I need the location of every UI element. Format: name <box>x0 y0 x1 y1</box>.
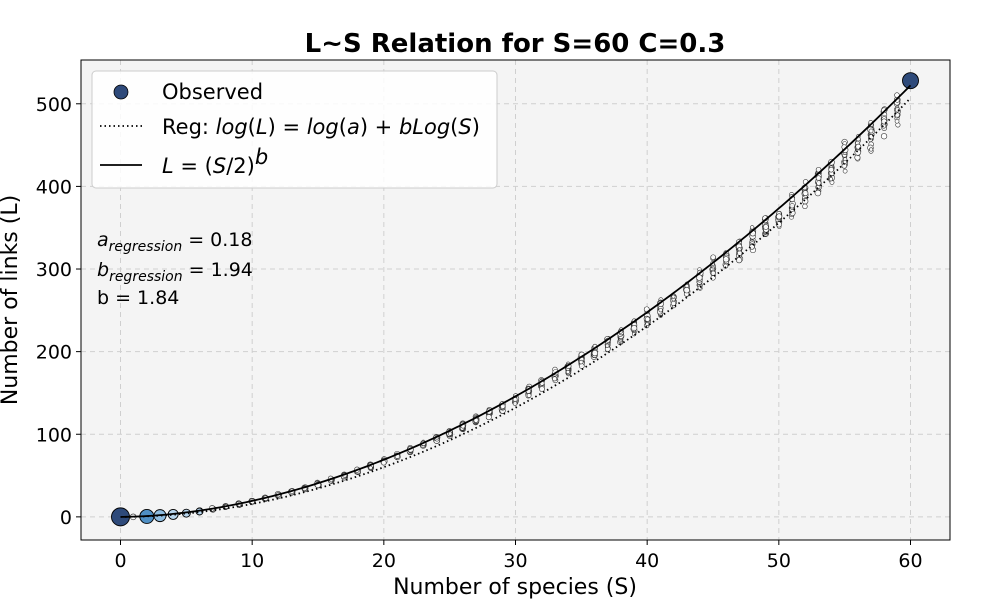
x-tick-label: 0 <box>114 550 126 572</box>
observed-point <box>644 316 651 322</box>
y-tick-label: 500 <box>36 94 72 116</box>
observed-point <box>842 168 848 174</box>
observed-point <box>894 118 900 124</box>
observed-point <box>539 386 545 392</box>
observed-point <box>828 166 834 173</box>
legend-label-observed: Observed <box>162 80 263 104</box>
observed-point <box>578 363 585 369</box>
observed-point <box>658 307 663 313</box>
observed-point <box>775 221 782 228</box>
x-tick-label: 40 <box>635 550 659 572</box>
y-tick-label: 200 <box>36 342 72 364</box>
observed-point <box>552 376 558 382</box>
observed-point <box>631 324 638 332</box>
observed-point <box>802 190 809 197</box>
observed-point <box>696 274 703 281</box>
observed-point <box>801 198 809 205</box>
x-tick-label: 10 <box>240 550 264 572</box>
observed-point <box>737 247 742 252</box>
y-axis-label: Number of links (L) <box>0 195 23 405</box>
observed-point <box>448 431 453 436</box>
legend: Observed Reg: log(L) = log(a) + bLog(S) … <box>91 70 498 189</box>
observed-point <box>815 175 822 181</box>
legend-marker-observed <box>113 84 129 100</box>
annotation-b-regression: bregression = 1.94 <box>97 259 253 285</box>
observed-point <box>645 321 650 326</box>
observed-point <box>750 225 755 230</box>
axis-ticks: 0 10 20 30 40 50 60 0 100 200 300 400 500 <box>36 94 923 572</box>
observed-point <box>368 465 373 470</box>
legend-label-power: L = (S/2)b <box>162 145 268 178</box>
annotations: aregression = 0.18 bregression = 1.94 b = … <box>97 229 253 309</box>
observed-point <box>737 250 743 256</box>
observed-point <box>789 203 795 209</box>
y-tick-label: 300 <box>36 259 72 281</box>
annotation-b: b = 1.84 <box>97 287 179 309</box>
fit-lines <box>120 84 912 518</box>
observed-point <box>671 294 676 299</box>
observed-point <box>776 213 783 220</box>
legend-box <box>91 70 498 189</box>
power-law-line <box>120 84 912 518</box>
x-tick-label: 50 <box>767 550 791 572</box>
observed-point <box>579 359 584 365</box>
observed-point <box>736 257 743 264</box>
legend-label-regression: Reg: log(L) = log(a) + bLog(S) <box>162 115 480 139</box>
observed-point <box>512 401 518 406</box>
observed-point <box>763 224 769 230</box>
observed-point <box>722 256 730 263</box>
observed-point <box>816 180 822 186</box>
x-tick-label: 60 <box>898 550 922 572</box>
observed-point <box>591 350 599 357</box>
chart-title: L~S Relation for S=60 C=0.3 <box>305 29 726 59</box>
observed-point <box>894 92 900 98</box>
observed-point <box>565 369 570 375</box>
observed-point <box>902 72 919 90</box>
observed-point <box>526 393 532 398</box>
observed-point <box>670 300 677 307</box>
y-tick-label: 100 <box>36 424 72 446</box>
y-tick-label: 400 <box>36 176 72 198</box>
observed-point <box>880 133 888 140</box>
observed-point <box>868 128 874 134</box>
observed-point <box>683 286 690 294</box>
x-tick-label: 20 <box>372 550 396 572</box>
observed-point <box>485 414 492 421</box>
y-tick-label: 0 <box>60 507 72 529</box>
observed-point <box>828 177 834 182</box>
observed-point <box>605 343 610 348</box>
x-axis-label: Number of species (S) <box>393 575 637 600</box>
observed-point <box>869 147 874 152</box>
x-tick-label: 30 <box>503 550 527 572</box>
annotation-a-regression: aregression = 0.18 <box>97 229 252 255</box>
observed-point <box>710 254 716 260</box>
observed-point <box>802 203 808 210</box>
observed-point <box>814 189 822 197</box>
